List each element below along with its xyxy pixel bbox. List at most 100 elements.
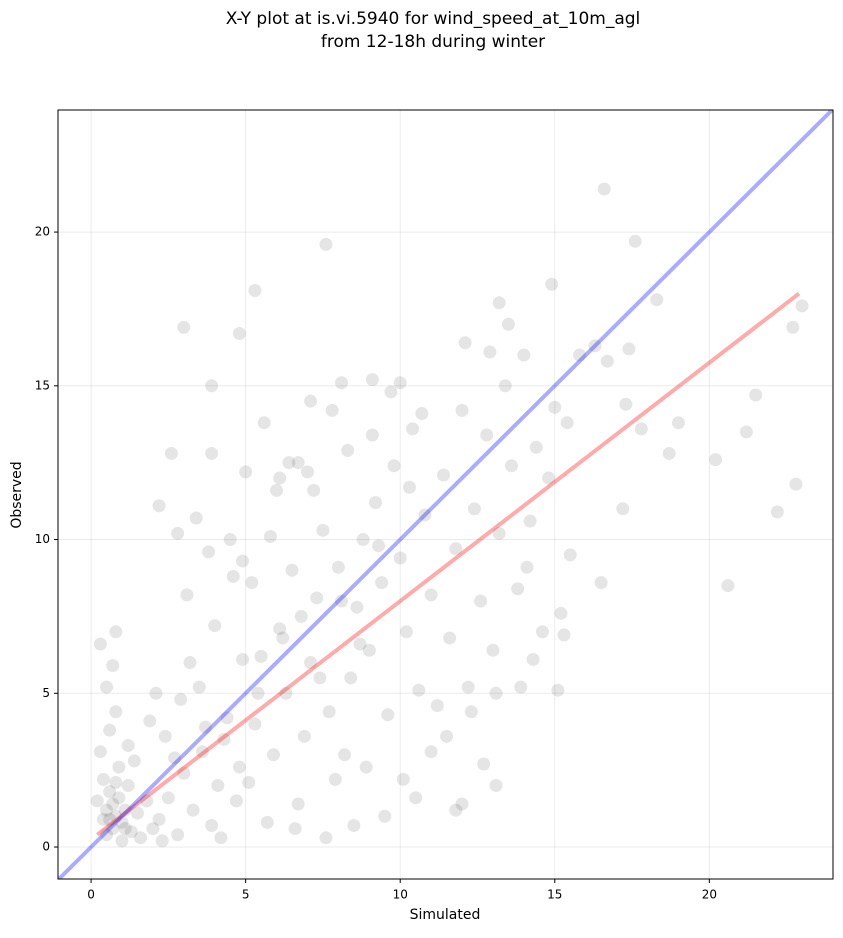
- point: [634, 422, 648, 436]
- point: [236, 554, 250, 568]
- point: [319, 237, 333, 251]
- point: [297, 729, 311, 743]
- point: [430, 699, 444, 713]
- point: [424, 745, 438, 759]
- point: [461, 680, 475, 694]
- point: [455, 797, 469, 811]
- point: [650, 293, 664, 307]
- point: [347, 818, 361, 832]
- point: [106, 659, 120, 673]
- x-tick-label: 5: [242, 888, 250, 902]
- point: [489, 779, 503, 793]
- x-tick-label: 20: [702, 888, 717, 902]
- point: [100, 680, 114, 694]
- point: [365, 373, 379, 387]
- point: [505, 459, 519, 473]
- point: [242, 775, 256, 789]
- point: [467, 502, 481, 516]
- point: [161, 791, 175, 805]
- point: [443, 631, 457, 645]
- y-tick-label: 5: [42, 686, 50, 700]
- y-tick-label: 15: [35, 378, 50, 392]
- point: [489, 686, 503, 700]
- point: [279, 686, 293, 700]
- point: [739, 425, 753, 439]
- point: [112, 791, 126, 805]
- point: [304, 394, 318, 408]
- point: [214, 831, 228, 845]
- point: [492, 296, 506, 310]
- point: [205, 446, 219, 460]
- point: [789, 477, 803, 491]
- point: [560, 416, 574, 430]
- point: [458, 336, 472, 350]
- point: [149, 686, 163, 700]
- point: [520, 560, 534, 574]
- point: [554, 606, 568, 620]
- point: [106, 797, 120, 811]
- point: [523, 514, 537, 528]
- point: [436, 468, 450, 482]
- point: [313, 671, 327, 685]
- point: [291, 456, 305, 470]
- point: [202, 545, 216, 559]
- point: [152, 499, 166, 513]
- point: [254, 649, 268, 663]
- point: [90, 794, 104, 808]
- point: [158, 729, 172, 743]
- point: [381, 708, 395, 722]
- point: [93, 745, 107, 759]
- point: [103, 723, 117, 737]
- point: [319, 831, 333, 845]
- point: [276, 631, 290, 645]
- point: [770, 505, 784, 519]
- y-tick-label: 20: [35, 225, 50, 239]
- point: [127, 754, 141, 768]
- point: [486, 643, 500, 657]
- point: [662, 446, 676, 460]
- point: [266, 748, 280, 762]
- point: [121, 779, 135, 793]
- point: [474, 594, 488, 608]
- point: [393, 376, 407, 390]
- point: [171, 828, 185, 842]
- point: [118, 803, 132, 817]
- point: [384, 385, 398, 399]
- point: [183, 656, 197, 670]
- y-tick-label: 0: [42, 840, 50, 854]
- point: [189, 511, 203, 525]
- point: [245, 576, 259, 590]
- point: [545, 277, 559, 291]
- point: [263, 529, 277, 543]
- point: [300, 465, 314, 479]
- point: [112, 760, 126, 774]
- point: [600, 354, 614, 368]
- point: [412, 683, 426, 697]
- point: [106, 822, 120, 836]
- point: [597, 182, 611, 196]
- x-axis-label: Simulated: [410, 907, 481, 923]
- point: [557, 628, 571, 642]
- point: [100, 828, 114, 842]
- point: [205, 379, 219, 393]
- point: [143, 714, 157, 728]
- point: [449, 803, 463, 817]
- point: [223, 533, 237, 547]
- point: [124, 825, 138, 839]
- point: [121, 739, 135, 753]
- x-tick-label: 0: [87, 888, 95, 902]
- point: [406, 422, 420, 436]
- point: [291, 797, 305, 811]
- fit-line: [96, 291, 801, 837]
- point: [563, 548, 577, 562]
- point: [477, 757, 491, 771]
- point: [251, 686, 265, 700]
- point: [622, 342, 636, 356]
- point: [483, 345, 497, 359]
- point: [164, 446, 178, 460]
- point: [573, 348, 587, 362]
- point: [455, 403, 469, 417]
- point: [449, 542, 463, 556]
- point: [171, 526, 185, 540]
- point: [211, 779, 225, 793]
